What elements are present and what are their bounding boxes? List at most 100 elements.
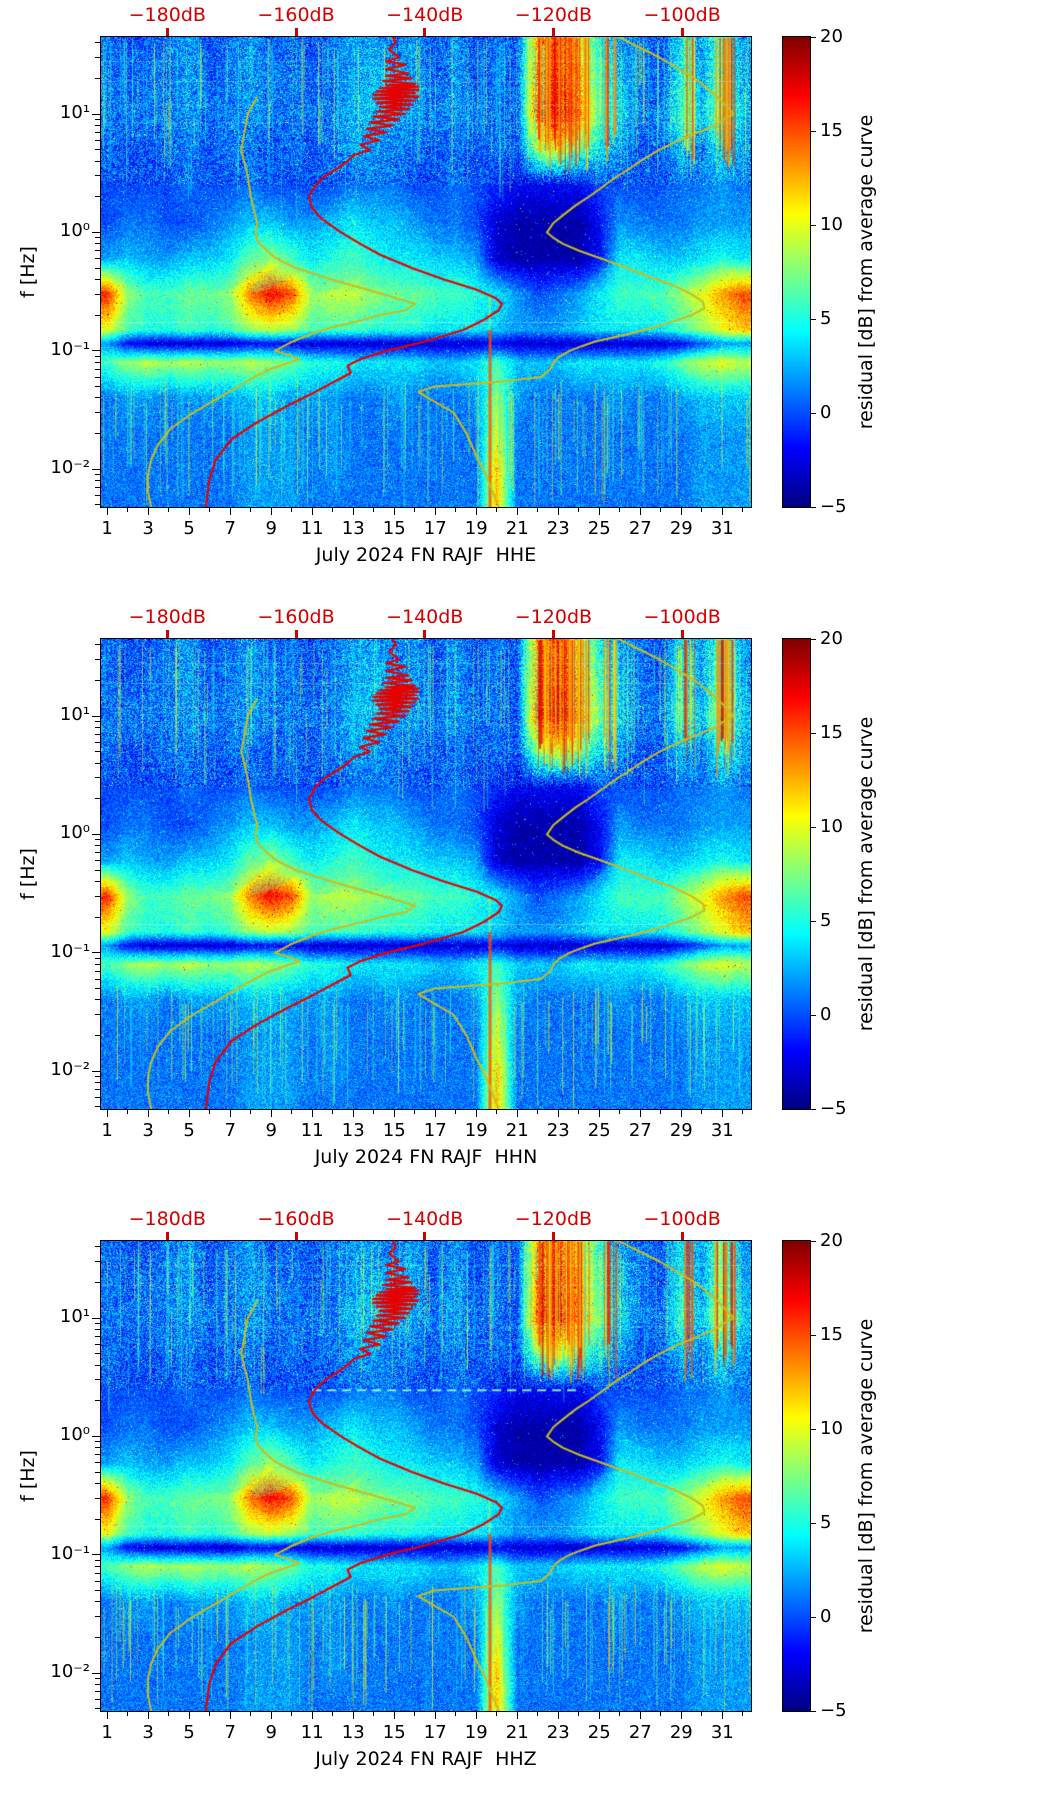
y-major-tick: [92, 1435, 100, 1437]
x-tick-label: 9: [265, 518, 277, 539]
x-major-tick: [475, 1712, 477, 1719]
x-major-tick: [557, 508, 559, 515]
y-minor-tick: [95, 1035, 100, 1037]
y-minor-tick: [95, 1483, 100, 1485]
y-minor-tick: [95, 881, 100, 883]
x-tick-label: 15: [382, 1120, 406, 1141]
y-major-tick: [92, 231, 100, 233]
y-minor-tick: [95, 385, 100, 387]
colorbar-tick-mark: [811, 920, 816, 922]
x-minor-tick: [619, 1110, 621, 1114]
y-minor-tick: [95, 149, 100, 151]
x-tick-label: 5: [183, 1120, 195, 1141]
colorbar-tick-mark: [811, 506, 816, 508]
y-tick-label: 10⁻¹: [50, 338, 90, 360]
x-major-tick: [721, 1712, 723, 1719]
y-minor-tick: [95, 1076, 100, 1078]
x-minor-tick: [455, 508, 457, 512]
top-db-tick-mark: [294, 28, 298, 36]
top-db-tick-mark: [551, 28, 555, 36]
x-minor-tick: [578, 1110, 580, 1114]
x-axis-title-hhe: July 2024 FN RAJF HHE: [315, 544, 537, 566]
colorbar-tick-mark: [811, 1240, 816, 1242]
x-tick-label: 23: [546, 1722, 570, 1743]
colorbar-gradient-hhz: [783, 1241, 810, 1711]
y-minor-tick: [95, 57, 100, 58]
colorbar-tick-label: 5: [820, 910, 832, 931]
x-major-tick: [106, 1712, 108, 1719]
x-major-tick: [393, 508, 395, 515]
x-major-tick: [516, 1712, 518, 1719]
y-minor-tick: [95, 250, 100, 252]
x-minor-tick: [537, 508, 539, 512]
y-minor-tick: [95, 679, 100, 681]
x-tick-label: 5: [183, 518, 195, 539]
x-tick-label: 17: [423, 1120, 447, 1141]
y-major-tick: [92, 468, 100, 470]
x-tick-label: 1: [101, 1722, 113, 1743]
colorbar-tick-label: 5: [820, 308, 832, 329]
x-minor-tick: [414, 1712, 416, 1716]
colorbar-title: residual [dB] from average curve: [855, 716, 877, 1032]
colorbar-tick-mark: [811, 36, 816, 38]
y-minor-tick: [95, 999, 100, 1001]
y-minor-tick: [95, 733, 100, 735]
y-minor-tick: [95, 1616, 100, 1618]
top-db-tick-mark: [680, 1232, 684, 1240]
x-tick-label: 31: [710, 518, 734, 539]
x-major-tick: [598, 1712, 600, 1719]
y-minor-tick: [95, 1471, 100, 1473]
x-major-tick: [434, 508, 436, 515]
y-minor-tick: [95, 1565, 100, 1567]
x-major-tick: [721, 1110, 723, 1117]
x-minor-tick: [209, 508, 211, 512]
top-db-tick-label: −120dB: [514, 4, 593, 26]
top-db-tick-mark: [551, 1232, 555, 1240]
y-tick-label: 10⁻¹: [50, 1542, 90, 1564]
y-minor-tick: [95, 131, 100, 133]
top-db-tick-mark: [680, 28, 684, 36]
x-tick-label: 19: [464, 518, 488, 539]
y-minor-tick: [95, 1572, 100, 1574]
x-major-tick: [311, 1110, 313, 1117]
colorbar-tick-mark: [811, 1428, 816, 1430]
x-tick-label: 1: [101, 518, 113, 539]
y-minor-tick: [95, 1497, 100, 1499]
y-minor-tick: [95, 480, 100, 482]
y-minor-tick: [95, 1097, 100, 1099]
y-minor-tick: [95, 1364, 100, 1366]
top-db-tick-label: −180dB: [128, 606, 206, 628]
y-minor-tick: [95, 1353, 100, 1355]
y-minor-tick: [95, 1379, 100, 1381]
top-db-tick-mark: [165, 630, 169, 638]
x-tick-label: 31: [710, 1722, 734, 1743]
y-minor-tick: [95, 1580, 100, 1582]
y-minor-tick: [95, 1335, 100, 1337]
x-major-tick: [598, 508, 600, 515]
x-minor-tick: [291, 1712, 293, 1716]
y-minor-tick: [95, 839, 100, 841]
x-minor-tick: [742, 1712, 744, 1716]
colorbar-gradient-hhe: [783, 37, 810, 507]
y-tick-label: 10⁰: [59, 822, 90, 844]
x-tick-label: 25: [587, 518, 611, 539]
colorbar-hhz: [782, 1240, 811, 1712]
y-minor-tick: [95, 1454, 100, 1456]
y-minor-tick: [95, 1684, 100, 1686]
y-minor-tick: [95, 916, 100, 918]
y-tick-label: 10⁻¹: [50, 940, 90, 962]
x-major-tick: [516, 1110, 518, 1117]
panel-hhe: f [Hz] July 2024 FN RAJF HHE residual [d…: [0, 0, 1052, 602]
x-tick-label: 29: [669, 1120, 693, 1141]
y-minor-tick: [95, 1441, 100, 1443]
x-minor-tick: [127, 1110, 129, 1114]
x-tick-label: 9: [265, 1722, 277, 1743]
top-db-tick-label: −160dB: [257, 4, 335, 26]
x-minor-tick: [250, 508, 252, 512]
y-minor-tick: [95, 1261, 100, 1262]
top-db-tick-label: −160dB: [257, 1208, 335, 1230]
x-tick-label: 23: [546, 518, 570, 539]
y-minor-tick: [95, 474, 100, 476]
spectrogram-heatmap-hhz: [101, 1241, 751, 1711]
x-major-tick: [229, 1712, 231, 1719]
